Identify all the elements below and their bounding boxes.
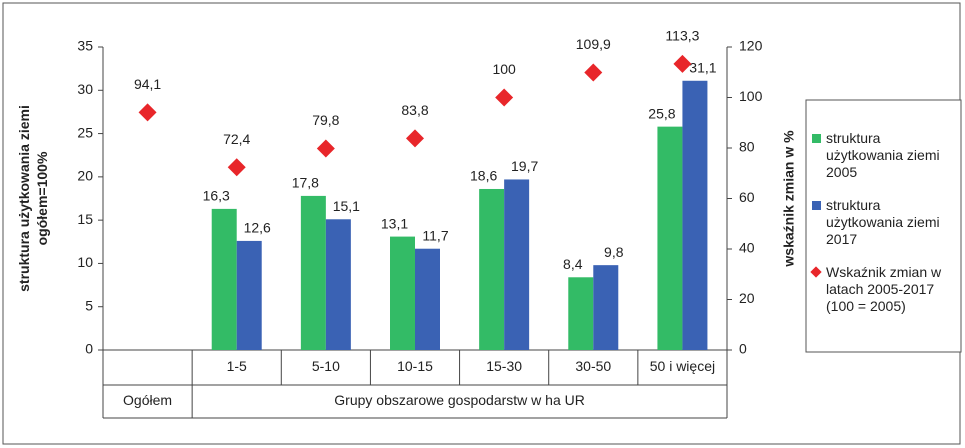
data-label: 12,6 <box>244 220 271 236</box>
bar <box>300 195 326 350</box>
x-tick-label: Ogółem <box>123 392 172 408</box>
y2-tick-label: 40 <box>739 240 755 256</box>
data-label: 8,4 <box>563 256 583 272</box>
data-label: 72,4 <box>223 131 250 147</box>
data-label: 15,1 <box>333 198 360 214</box>
y-tick-label: 35 <box>77 38 93 54</box>
y2-tick-label: 80 <box>739 139 755 155</box>
legend-label: struktura użytkowania ziemi 2017 <box>826 197 940 247</box>
bar <box>682 80 708 351</box>
data-label: 25,8 <box>648 105 675 121</box>
y-tick-label: 5 <box>85 297 93 313</box>
bar <box>415 248 440 350</box>
data-label: 100 <box>492 61 516 77</box>
marker <box>406 129 424 148</box>
data-label: 113,3 <box>665 28 699 44</box>
data-label: 83,8 <box>401 102 428 118</box>
legend-label: struktura użytkowania ziemi 2005 <box>826 130 940 180</box>
legend-entry: Wskaźnik zmian w latach 2005-2017 (100 =… <box>810 264 956 315</box>
y-tick-label: 15 <box>77 211 93 227</box>
legend-swatch <box>812 134 821 143</box>
legend-entry: struktura użytkowania ziemi 2017 <box>812 197 956 248</box>
marker <box>673 54 692 73</box>
marker <box>227 158 246 177</box>
y-tick-label: 0 <box>85 341 93 357</box>
group-label: Grupy obszarowe gospodarstw w ha UR <box>334 392 585 408</box>
y-tick-label: 25 <box>77 124 93 140</box>
y-axis-title: struktura użytkowania ziemi ogółem=100% <box>16 105 50 292</box>
legend-entry: struktura użytkowania ziemi 2005 <box>812 130 956 181</box>
data-label: 31,1 <box>689 59 716 75</box>
marker <box>138 103 157 122</box>
bar <box>504 179 530 350</box>
x-tick-label: 10-15 <box>397 358 433 374</box>
x-tick-label: 15-30 <box>486 358 522 374</box>
data-label: 11,7 <box>422 227 448 243</box>
legend-swatch <box>812 201 821 210</box>
data-label: 18,6 <box>470 168 497 184</box>
bar <box>211 208 237 350</box>
bar <box>479 188 505 350</box>
y-tick-label: 20 <box>77 168 93 184</box>
data-label: 9,8 <box>604 244 624 260</box>
y2-tick-label: 120 <box>739 38 763 54</box>
y-tick-label: 10 <box>77 254 93 270</box>
bar <box>325 219 351 350</box>
data-label: 16,3 <box>203 188 230 204</box>
x-tick-label: 30-50 <box>575 358 611 374</box>
y2-tick-label: 100 <box>739 88 763 104</box>
data-label: 79,8 <box>312 112 339 128</box>
data-label: 109,9 <box>576 36 611 52</box>
marker <box>495 88 514 107</box>
y2-tick-label: 0 <box>739 341 747 357</box>
data-label: 13,1 <box>381 215 408 231</box>
y2-tick-label: 20 <box>739 290 755 306</box>
marker <box>316 139 335 158</box>
legend-label: Wskaźnik zmian w latach 2005-2017 (100 =… <box>826 264 942 314</box>
data-label: 19,7 <box>511 158 538 174</box>
bar <box>236 240 262 350</box>
bar <box>657 126 683 350</box>
bar <box>593 265 619 350</box>
legend-box <box>805 99 962 353</box>
bar <box>390 236 415 350</box>
y2-tick-label: 60 <box>739 189 755 205</box>
x-tick-label: 1-5 <box>227 358 247 374</box>
marker <box>584 63 603 82</box>
bar <box>568 277 594 350</box>
x-tick-label: 50 i więcej <box>650 358 715 374</box>
data-label: 17,8 <box>292 175 319 191</box>
y2-axis-title: wskaźnik zmian w % <box>781 130 797 268</box>
x-tick-label: 5-10 <box>312 358 340 374</box>
data-label: 94,1 <box>134 76 161 92</box>
y-tick-label: 30 <box>77 81 93 97</box>
